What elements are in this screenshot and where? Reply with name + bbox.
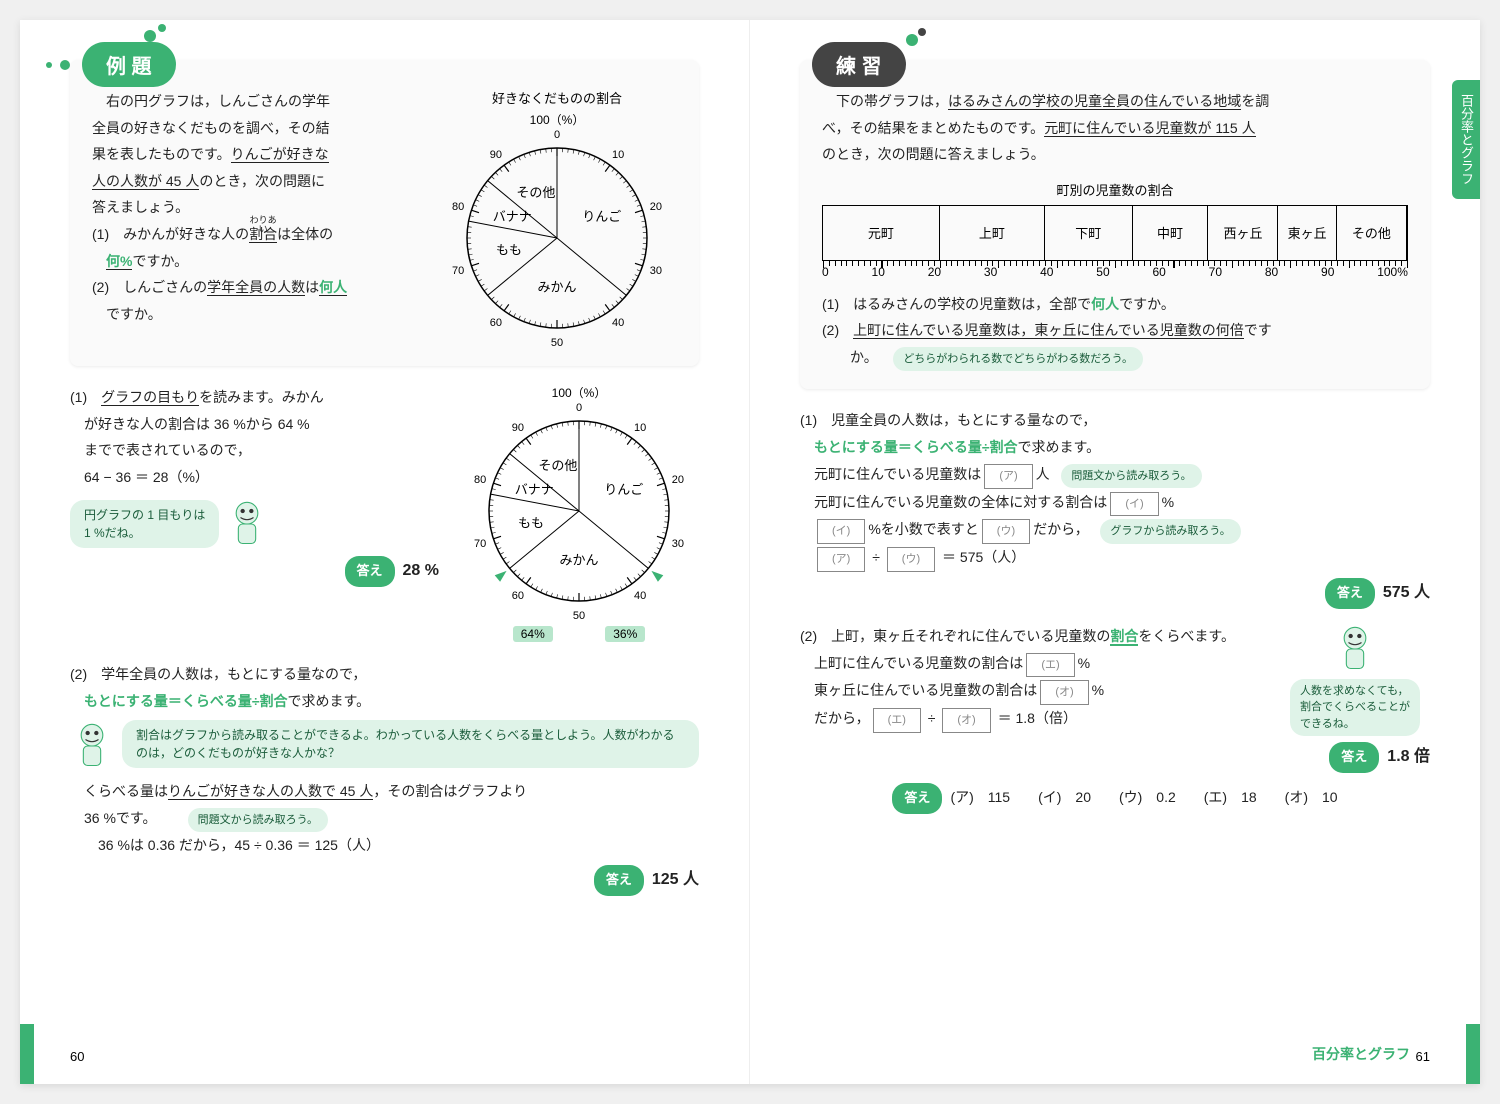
svg-text:60: 60	[512, 590, 524, 602]
svg-text:0: 0	[554, 129, 560, 141]
hint-bubble: 割合はグラフから読み取ることができるよ。わかっている人数をくらべる量としよう。人…	[122, 720, 699, 768]
pie-chart-2: 100（%） りんごみかんももバナナその他0102030405060708090…	[459, 384, 699, 643]
practice-badge: 練 習	[812, 42, 906, 87]
svg-text:40: 40	[634, 590, 646, 602]
svg-text:60: 60	[490, 317, 502, 329]
svg-text:30: 30	[672, 538, 684, 550]
svg-text:もも: もも	[496, 242, 522, 257]
svg-text:90: 90	[490, 149, 502, 161]
page-left: 例 題 右の円グラフは，しんごさんの学年 全員の好きなくだものを調べ，その結 果…	[20, 20, 750, 1084]
solution-1-text: (1) グラフの目もりを読みます。みかん が好きな人の割合は 36 %から 64…	[70, 384, 439, 643]
svg-text:80: 80	[474, 474, 486, 486]
solution-2-text: (2) 学年全員の人数は，もとにする量なので， もとにする量＝くらべる量÷割合で…	[70, 661, 699, 896]
svg-text:40: 40	[612, 317, 624, 329]
tag-36: 36%	[605, 626, 645, 642]
r-solution-1: (1) 児童全員の人数は，もとにする量なので， もとにする量＝くらべる量÷割合で…	[800, 407, 1430, 608]
svg-text:バナナ: バナナ	[515, 482, 554, 497]
fill-i: (イ)	[1110, 492, 1158, 517]
example-text: 右の円グラフは，しんごさんの学年 全員の好きなくだものを調べ，その結 果を表した…	[92, 88, 417, 348]
fill-o: (オ)	[1040, 680, 1088, 705]
svg-text:50: 50	[573, 610, 585, 621]
svg-text:10: 10	[612, 149, 624, 161]
page-number: 61	[1416, 1049, 1430, 1064]
practice-box: 練 習 下の帯グラフは，はるみさんの学校の児童全員の住んでいる地域を調 べ，その…	[800, 60, 1430, 389]
page-spread: 例 題 右の円グラフは，しんごさんの学年 全員の好きなくだものを調べ，その結 果…	[20, 20, 1480, 1084]
band-chart: 町別の児童数の割合 元町上町下町中町西ヶ丘東ヶ丘その他 010203040506…	[822, 180, 1408, 279]
chapter-title: 百分率とグラフ	[1312, 1044, 1410, 1064]
chapter-tab: 百分率とグラフ	[1452, 80, 1480, 199]
svg-text:70: 70	[452, 265, 464, 277]
hint-bubble: 円グラフの 1 目もりは 1 %だね。	[70, 500, 219, 548]
green-bar	[20, 1024, 34, 1084]
svg-text:20: 20	[672, 474, 684, 486]
mascot-icon	[70, 720, 114, 772]
svg-text:りんご: りんご	[604, 482, 643, 497]
practice-text: 下の帯グラフは，はるみさんの学校の児童全員の住んでいる地域を調 べ，その結果をま…	[822, 88, 1408, 168]
fill-a: (ア)	[984, 464, 1032, 489]
page-number: 60	[70, 1049, 84, 1064]
hint-bubble: どちらがわられる数でどちらがわる数だろう。	[893, 347, 1143, 372]
hint-bubble: 人数を求めなくても， 割合でくらべることが できるね。	[1290, 679, 1420, 737]
fill-u: (ウ)	[982, 519, 1030, 544]
svg-text:みかん: みかん	[559, 553, 598, 568]
example-box: 例 題 右の円グラフは，しんごさんの学年 全員の好きなくだものを調べ，その結 果…	[70, 60, 699, 366]
page-right: 百分率とグラフ 練 習 下の帯グラフは，はるみさんの学校の児童全員の住んでいる地…	[750, 20, 1480, 1084]
svg-text:バナナ: バナナ	[493, 209, 532, 224]
svg-text:その他: その他	[538, 458, 577, 473]
pie-chart-1: 好きなくだものの割合 100（%） りんごみかんももバナナその他01020304…	[437, 88, 677, 348]
mascot-icon	[225, 498, 269, 550]
green-bar	[1466, 1024, 1480, 1084]
answer-pill: 答え	[345, 556, 395, 587]
svg-text:その他: その他	[516, 185, 555, 200]
mascot-icon	[1333, 623, 1377, 675]
svg-text:りんご: りんご	[582, 209, 621, 224]
svg-text:90: 90	[512, 422, 524, 434]
svg-text:もも: もも	[518, 515, 544, 530]
svg-text:20: 20	[650, 201, 662, 213]
svg-text:30: 30	[650, 265, 662, 277]
svg-text:みかん: みかん	[537, 280, 576, 295]
example-badge: 例 題	[82, 42, 176, 87]
svg-text:80: 80	[452, 201, 464, 213]
r-solution-2: (2) 上町，東ヶ丘それぞれに住んでいる児童数の割合をくらべます。 上町に住んで…	[800, 623, 1430, 814]
svg-text:70: 70	[474, 538, 486, 550]
hint-bubble: 問題文から読み取ろう。	[188, 808, 328, 833]
svg-text:50: 50	[551, 337, 563, 348]
badge-label: 例 題	[106, 56, 152, 78]
badge-label: 練 習	[836, 56, 882, 78]
tag-64: 64%	[513, 626, 553, 642]
svg-text:10: 10	[634, 422, 646, 434]
svg-text:0: 0	[576, 402, 582, 414]
fill-e: (エ)	[1026, 653, 1074, 678]
